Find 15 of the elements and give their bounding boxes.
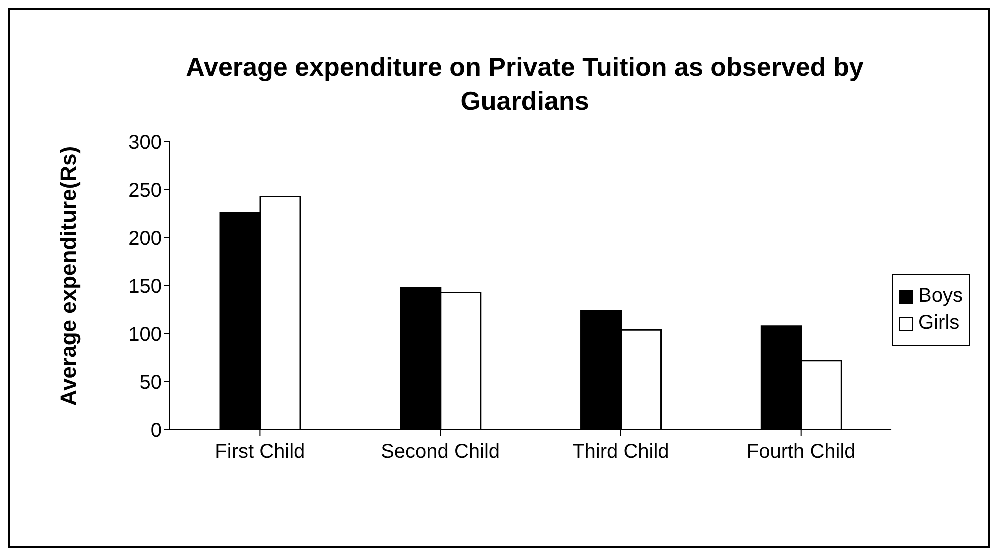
x-tick-label: Second Child [381,441,500,463]
y-tick-label: 50 [140,372,162,394]
y-tick-label: 0 [150,420,162,442]
y-tick-label: 250 [128,180,162,202]
x-tick-label: First Child [215,441,306,463]
legend-label: Girls [918,312,960,335]
x-tick-label: Third Child [572,441,670,463]
y-axis-title: Average expenditure(Rs) [56,146,81,406]
y-tick-label: 200 [128,228,162,250]
chart-title: Average expenditure on Private Tuition as observed by Guardians [185,51,865,118]
y-tick-label: 150 [128,276,162,298]
legend-label: Boys [918,285,963,308]
y-tick-label: 300 [128,132,162,154]
x-tick-label: Fourth Child [746,441,856,463]
y-tick-label: 100 [128,324,162,346]
